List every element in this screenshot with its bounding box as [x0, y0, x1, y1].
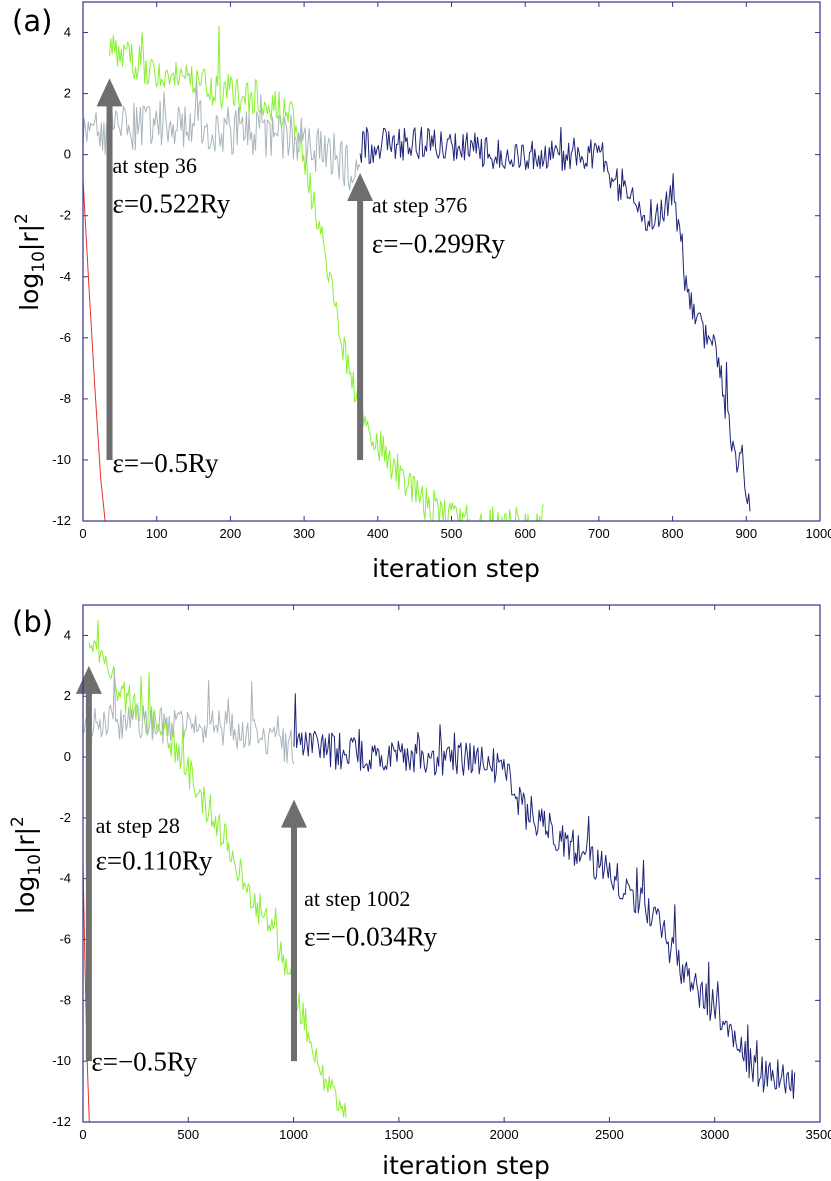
y-tick-label: -4 — [59, 269, 71, 284]
x-tick-label: 100 — [146, 526, 168, 541]
x-tick-label: 3500 — [806, 1127, 831, 1142]
panel-b-label: (b) — [12, 605, 53, 639]
panel-a-series — [83, 25, 751, 521]
annotation-eps-0522: ε=0.522Ry — [113, 189, 231, 219]
panel-a-annotations: at step 36 ε=0.522Ry at step 376 ε=−0.29… — [113, 153, 506, 478]
panel-a-xlabel: iteration step — [372, 554, 540, 583]
y-tick-label: -10 — [52, 452, 71, 467]
y-tick-label: 0 — [64, 147, 71, 162]
series-line-eps-0-299ry — [359, 126, 751, 512]
series-line-eps-0-522ry — [109, 25, 545, 521]
panel-b-frame — [82, 604, 821, 1123]
y-tick-label: -4 — [59, 871, 71, 886]
x-tick-label: 1000 — [279, 1127, 308, 1142]
panel-a-arrows — [96, 78, 374, 460]
panel-b: (b) 0 500 1000 1500 2000 2500 3000 3500 4 2 0 -2 -4 -… — [8, 604, 831, 1180]
series-line-gray-a — [83, 81, 361, 191]
y-tick-label: 4 — [64, 25, 71, 40]
panel-a-ylabel: log10|r|2 — [12, 213, 49, 311]
y-tick-label: -12 — [52, 513, 71, 528]
x-tick-label: 0 — [79, 1127, 86, 1142]
series-line-eps-0-5ry — [83, 179, 106, 521]
panel-a-ticks: 0 100 200 300 400 500 600 700 800 900 1000 4 2 0 -2 -4 -… — [52, 2, 831, 541]
x-tick-label: 500 — [177, 1127, 199, 1142]
series-line-eps-0-110ry — [88, 620, 347, 1119]
panel-a-label: (a) — [12, 4, 52, 38]
x-tick-label: 800 — [662, 526, 684, 541]
arrow-head — [96, 78, 123, 107]
y-tick-label: -10 — [52, 1053, 71, 1068]
arrow-head — [347, 172, 374, 201]
x-tick-label: 600 — [514, 526, 536, 541]
y-tick-label: -2 — [59, 810, 71, 825]
y-tick-label: -6 — [59, 330, 71, 345]
panel-b-arrows — [75, 665, 307, 1062]
x-tick-label: 400 — [367, 526, 389, 541]
arrow-head — [280, 799, 307, 828]
y-tick-label: -12 — [52, 1114, 71, 1129]
annotation-eps-minus0299: ε=−0.299Ry — [372, 228, 505, 258]
annotation-eps-minus05-b: ε=−0.5Ry — [91, 1046, 197, 1076]
x-tick-label: 2500 — [595, 1127, 624, 1142]
x-tick-label: 200 — [220, 526, 242, 541]
panel-b-annotations: at step 28 ε=0.110Ry at step 1002 ε=−0.0… — [91, 813, 437, 1076]
series-line-gray-b — [83, 668, 295, 765]
x-tick-label: 700 — [588, 526, 610, 541]
y-tick-label: 2 — [64, 86, 71, 101]
annotation-eps-minus05-a: ε=−0.5Ry — [113, 448, 219, 478]
x-tick-label: 500 — [441, 526, 463, 541]
y-tick-label: 2 — [64, 688, 71, 703]
panel-b-ylabel: log10|r|2 — [8, 816, 45, 914]
x-tick-label: 2000 — [490, 1127, 519, 1142]
y-tick-label: -2 — [59, 208, 71, 223]
panel-a: (a) 0 100 200 300 400 500 600 700 800 900 1000420-… — [12, 1, 831, 583]
annotation-eps-0110: ε=0.110Ry — [96, 846, 213, 876]
x-tick-label: 3000 — [700, 1127, 729, 1142]
annotation-step-28: at step 28 — [96, 813, 180, 838]
panel-b-xlabel: iteration step — [382, 1151, 550, 1180]
y-tick-label: -8 — [59, 992, 71, 1007]
x-tick-label: 1500 — [384, 1127, 413, 1142]
annotation-step-36: at step 36 — [113, 153, 197, 178]
x-tick-label: 1000 — [806, 526, 831, 541]
y-tick-label: 0 — [64, 749, 71, 764]
annotation-step-376: at step 376 — [372, 193, 467, 218]
y-tick-label: 4 — [64, 627, 71, 642]
annotation-eps-minus0034: ε=−0.034Ry — [304, 922, 437, 952]
x-tick-label: 300 — [293, 526, 315, 541]
y-tick-label: -8 — [59, 391, 71, 406]
arrow-head — [75, 665, 102, 694]
series-line-eps-0-034ry — [293, 693, 796, 1100]
y-tick-label: -6 — [59, 932, 71, 947]
panel-a-frame — [82, 1, 821, 522]
annotation-step-1002: at step 1002 — [304, 886, 410, 911]
x-tick-label: 900 — [735, 526, 757, 541]
x-tick-label: 0 — [79, 526, 86, 541]
